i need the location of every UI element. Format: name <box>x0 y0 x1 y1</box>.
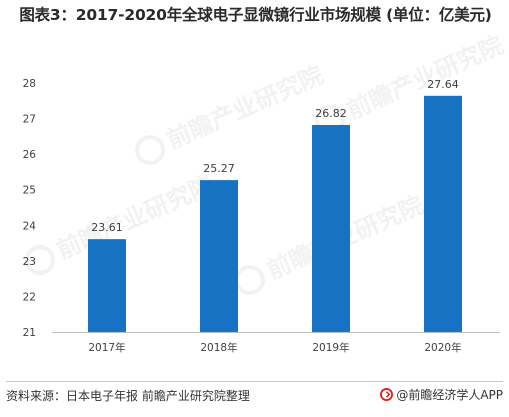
brand-credit: @前瞻经济学人APP <box>380 386 503 403</box>
qianzhan-logo-icon <box>380 388 394 401</box>
data-label-2020年: 27.64 <box>427 78 459 91</box>
y-tick-label-27: 27 <box>23 114 36 126</box>
x-tick-label-2020年: 2020年 <box>424 341 461 354</box>
watermark-logo-icon <box>135 135 165 165</box>
watermark-2: 前瞻产业研究院 <box>315 31 507 135</box>
y-tick-label-21: 21 <box>23 327 36 339</box>
bar-2018年 <box>200 180 238 332</box>
brand-text: @前瞻经济学人APP <box>396 388 503 402</box>
watermark-logo-icon <box>235 265 265 295</box>
axis-layer: 21 22 23 24 25 26 27 28 <box>23 78 500 339</box>
chart-title: 图表3：2017-2020年全球电子显微镜行业市场规模 (单位：亿美元) <box>19 6 492 24</box>
y-tick-label-22: 22 <box>23 291 36 303</box>
footer-divider <box>6 381 503 382</box>
watermark-logo-icon <box>25 245 55 275</box>
data-label-2018年: 25.27 <box>203 162 235 175</box>
labels-layer: 23.61 2017年 25.27 2018年 26.82 2019年 27.64 2020年 <box>88 78 461 354</box>
x-tick-label-2017年: 2017年 <box>88 341 125 354</box>
y-tick-label-26: 26 <box>23 149 37 161</box>
data-label-2019年: 26.82 <box>315 107 347 120</box>
y-tick-label-25: 25 <box>23 185 36 197</box>
source-note: 资料来源：日本电子年报 前瞻产业研究院整理 <box>6 389 250 403</box>
x-tick-label-2018年: 2018年 <box>200 341 237 354</box>
x-tick-label-2019年: 2019年 <box>312 341 349 354</box>
bar-2019年 <box>312 124 350 332</box>
bar-2017年 <box>88 239 126 332</box>
watermark-1: 前瞻产业研究院 <box>135 61 328 165</box>
bar-2020年 <box>424 95 462 332</box>
y-tick-label-28: 28 <box>23 78 36 90</box>
watermark-text: 前瞻产业研究院 <box>163 61 328 155</box>
watermark-text: 前瞻产业研究院 <box>53 171 218 265</box>
y-tick-label-24: 24 <box>23 220 37 232</box>
bars-layer <box>88 95 462 332</box>
data-label-2017年: 23.61 <box>91 221 123 234</box>
footer: 资料来源：日本电子年报 前瞻产业研究院整理 @前瞻经济学人APP <box>0 381 509 417</box>
bar-chart: 前瞻产业研究院前瞻产业研究院前瞻产业研究院前瞻产业研究院 21222324252… <box>23 31 508 354</box>
y-tick-label-23: 23 <box>23 256 36 268</box>
